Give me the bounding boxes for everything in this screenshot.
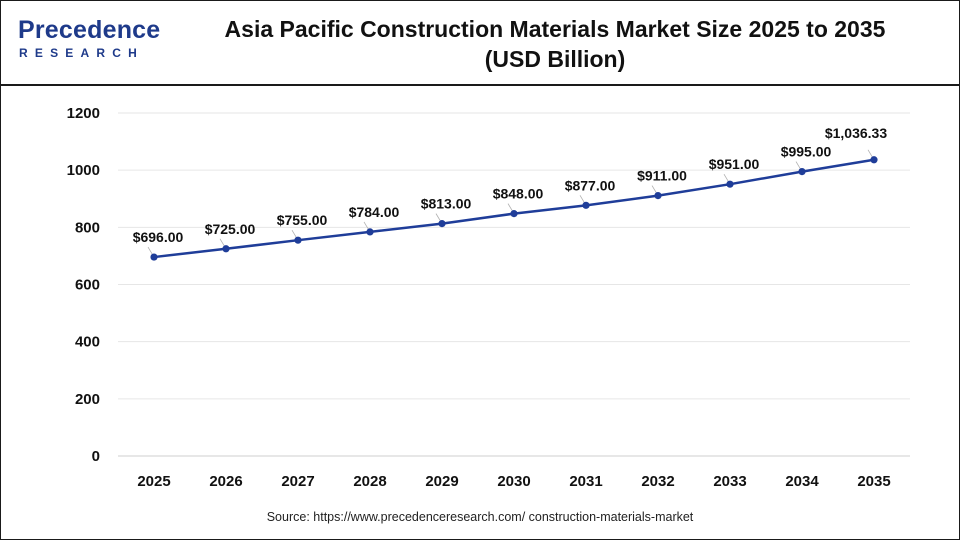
data-label: $725.00 (205, 221, 256, 237)
x-tick-label: 2030 (497, 473, 530, 490)
data-point (654, 192, 662, 200)
data-label: $995.00 (781, 144, 832, 160)
data-label: $696.00 (133, 229, 184, 245)
x-tick-label: 2031 (569, 473, 602, 490)
x-tick-label: 2035 (857, 473, 890, 490)
y-tick-label: 800 (75, 219, 100, 236)
header: Precedence RESEARCH Asia Pacific Constru… (0, 0, 960, 84)
x-tick-label: 2029 (425, 473, 458, 490)
x-tick-label: 2033 (713, 473, 746, 490)
y-tick-label: 1000 (67, 162, 100, 179)
y-tick-label: 600 (75, 277, 100, 294)
data-point (582, 201, 590, 209)
chart-title-line1: Asia Pacific Construction Materials Mark… (224, 16, 886, 42)
x-tick-label: 2028 (353, 473, 386, 490)
y-tick-label: 200 (75, 391, 100, 408)
data-point (870, 156, 878, 164)
data-label: $911.00 (637, 168, 687, 184)
y-tick-label: 1200 (67, 105, 100, 122)
data-point (726, 180, 734, 188)
data-point (438, 220, 446, 228)
data-label: $951.00 (709, 156, 760, 172)
chart-title-line2: (USD Billion) (484, 46, 626, 72)
brand-logo: Precedence RESEARCH (16, 14, 166, 66)
data-point (150, 253, 158, 261)
x-tick-label: 2026 (209, 473, 242, 490)
source-note: Source: https://www.precedenceresearch.c… (266, 510, 694, 524)
data-point (798, 167, 806, 176)
data-label: $1,036.33 (825, 125, 887, 141)
y-tick-label: 0 (92, 448, 100, 465)
logo-subtitle: RESEARCH (19, 46, 144, 60)
logo-wordmark: Precedence (18, 16, 161, 44)
data-point (366, 228, 374, 236)
data-point (510, 210, 518, 218)
x-tick-label: 2025 (137, 473, 170, 490)
data-label: $848.00 (493, 186, 544, 202)
chart-title: Asia Pacific Construction Materials Mark… (200, 14, 910, 74)
y-tick-label: 400 (75, 334, 100, 351)
data-label: $784.00 (349, 204, 400, 220)
x-tick-label: 2027 (281, 473, 314, 490)
x-tick-label: 2032 (641, 473, 674, 490)
x-tick-label: 2034 (785, 473, 819, 490)
data-label: $755.00 (277, 212, 328, 228)
header-divider (0, 84, 960, 86)
data-point (222, 245, 230, 253)
data-label: $813.00 (421, 196, 472, 212)
data-point (294, 236, 302, 244)
series-line (153, 158, 875, 259)
data-label: $877.00 (565, 177, 616, 193)
